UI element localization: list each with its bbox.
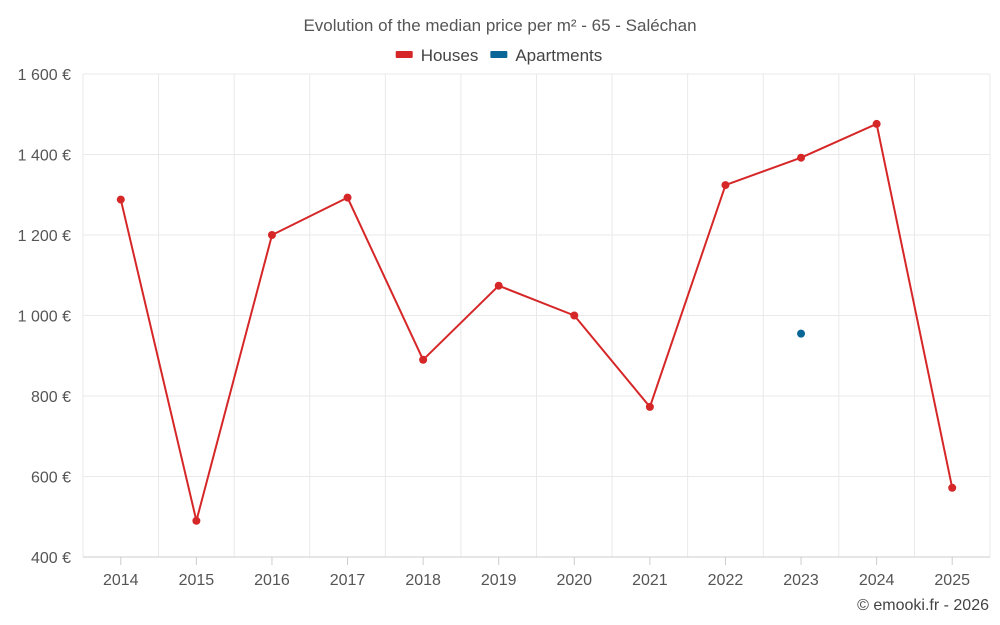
- y-gridlines: [83, 73, 990, 477]
- data-point-houses[interactable]: [192, 516, 201, 525]
- legend[interactable]: Houses Apartments: [395, 46, 603, 65]
- x-tick-label: 2022: [708, 572, 744, 589]
- data-point-houses[interactable]: [645, 402, 654, 411]
- legend-item-apartments[interactable]: Apartments: [490, 46, 602, 65]
- x-tick-label: 2024: [859, 572, 895, 589]
- data-point-houses[interactable]: [116, 195, 125, 204]
- x-tick-label: 2016: [254, 572, 290, 589]
- x-tick-label: 2025: [934, 572, 970, 589]
- x-tick-label: 2017: [330, 572, 366, 589]
- y-tick-label: 1 400 €: [18, 148, 71, 165]
- y-tick-label: 400 €: [31, 550, 71, 567]
- series-houses: [116, 119, 957, 525]
- data-point-houses[interactable]: [948, 483, 957, 492]
- y-tick-label: 1 200 €: [18, 228, 71, 245]
- data-point-houses[interactable]: [494, 281, 503, 290]
- x-tick-label: 2021: [632, 572, 668, 589]
- data-point-houses[interactable]: [721, 181, 730, 190]
- data-point-houses[interactable]: [872, 119, 881, 128]
- y-tick-label: 1 600 €: [18, 67, 71, 84]
- series-layer: [116, 119, 957, 525]
- x-tick-label: 2014: [103, 572, 139, 589]
- data-point-houses[interactable]: [267, 231, 276, 239]
- x-tick-label: 2023: [783, 572, 819, 589]
- data-point-houses[interactable]: [419, 355, 428, 364]
- x-tick-label: 2015: [179, 572, 215, 589]
- credit-text: © emooki.fr - 2026: [857, 597, 989, 614]
- chart-title: Evolution of the median price per m² - 6…: [303, 16, 696, 35]
- data-point-houses[interactable]: [343, 193, 352, 202]
- y-tick-label: 800 €: [31, 389, 71, 406]
- y-tick-label: 600 €: [31, 470, 71, 487]
- legend-item-houses[interactable]: Houses: [395, 46, 479, 65]
- y-axis-ticks: 400 € 600 € 800 € 1 000 € 1 200 € 1 400 € 1 60…: [18, 67, 71, 567]
- x-tick-label: 2018: [405, 572, 441, 589]
- series-apartments: [797, 329, 806, 338]
- data-point-apartments[interactable]: [797, 329, 806, 338]
- legend-swatch: [490, 51, 508, 58]
- data-point-houses[interactable]: [797, 153, 806, 162]
- legend-label: Apartments: [515, 46, 602, 65]
- data-point-houses[interactable]: [570, 311, 579, 320]
- x-tick-label: 2020: [556, 572, 592, 589]
- series-line-houses: [119, 122, 954, 522]
- legend-swatch: [395, 51, 413, 58]
- y-tick-label: 1 000 €: [18, 309, 71, 326]
- x-axis-ticks: 2014 2015 2016 2017 2018 2019 2020 2021 2022 2023…: [103, 557, 970, 589]
- legend-label: Houses: [421, 46, 479, 65]
- x-tick-label: 2019: [481, 572, 517, 589]
